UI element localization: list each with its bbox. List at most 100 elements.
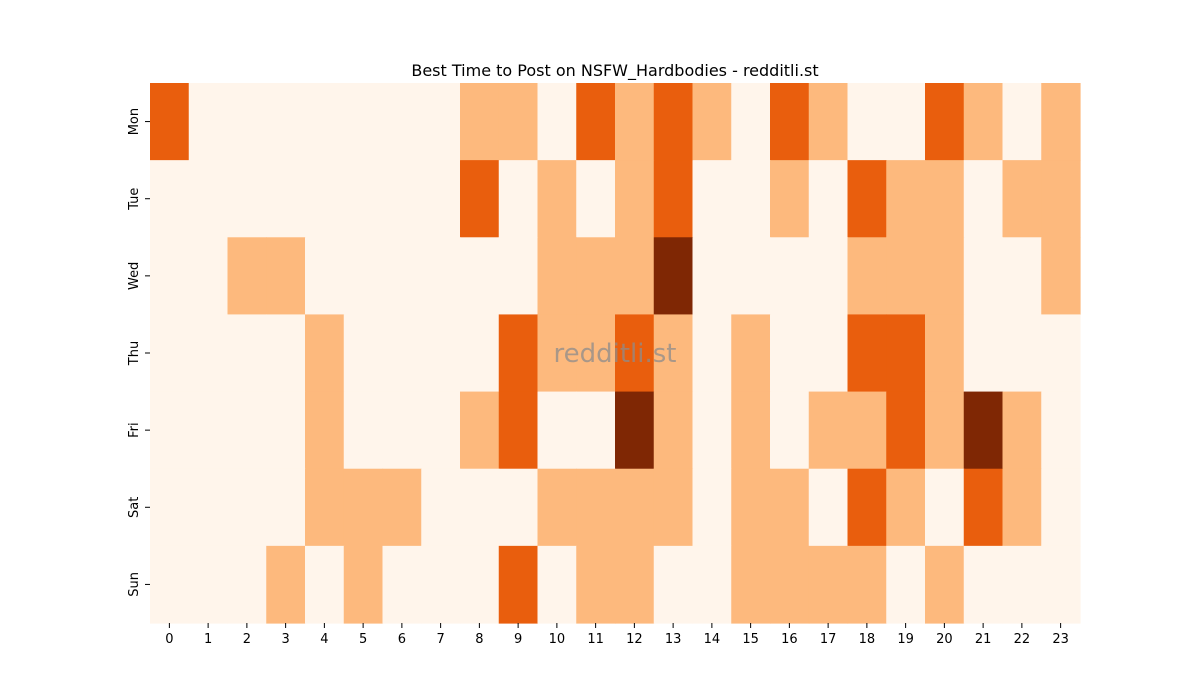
heatmap-cell-tue-17 bbox=[808, 160, 849, 238]
heatmap-cell-tue-19 bbox=[886, 160, 926, 238]
heatmap-cell-fri-8 bbox=[460, 391, 500, 470]
heatmap-cell-tue-0 bbox=[150, 160, 190, 238]
heatmap-cell-mon-12 bbox=[615, 83, 655, 161]
heatmap-cell-mon-8 bbox=[460, 83, 500, 161]
heatmap-cell-wed-7 bbox=[421, 237, 461, 316]
heatmap-cell-fri-4 bbox=[305, 391, 345, 470]
heatmap-cell-mon-5 bbox=[343, 83, 384, 161]
heatmap-cell-fri-22 bbox=[1002, 391, 1042, 470]
heatmap-cell-sun-18 bbox=[847, 545, 887, 624]
heatmap-cell-wed-0 bbox=[150, 237, 190, 316]
heatmap-cell-mon-2 bbox=[227, 83, 267, 161]
x-tick-label: 16 bbox=[781, 632, 798, 647]
y-tick-label: Sat bbox=[127, 497, 142, 518]
heatmap-cell-mon-18 bbox=[847, 83, 887, 161]
heatmap-cell-fri-21 bbox=[963, 391, 1004, 470]
x-tick-label: 5 bbox=[359, 632, 367, 647]
heatmap-cell-sat-5 bbox=[343, 468, 384, 547]
heatmap-cell-wed-14 bbox=[692, 237, 732, 316]
heatmap-cell-fri-19 bbox=[886, 391, 926, 470]
heatmap-cell-thu-19 bbox=[886, 314, 926, 393]
heatmap-cell-sun-14 bbox=[692, 545, 732, 624]
heatmap-cell-mon-6 bbox=[382, 83, 422, 161]
heatmap-cell-tue-7 bbox=[421, 160, 461, 238]
y-tick-label: Thu bbox=[127, 341, 142, 366]
heatmap-cell-tue-18 bbox=[847, 160, 887, 238]
y-tick-label: Mon bbox=[127, 108, 142, 135]
heatmap-cell-wed-4 bbox=[305, 237, 345, 316]
x-tick-label: 9 bbox=[514, 632, 522, 647]
heatmap-cell-fri-1 bbox=[188, 391, 229, 470]
heatmap-cell-sun-21 bbox=[963, 545, 1004, 624]
heatmap-cell-sun-0 bbox=[150, 545, 190, 624]
heatmap-cell-mon-10 bbox=[537, 83, 577, 161]
heatmap-cell-thu-13 bbox=[653, 314, 694, 393]
heatmap-cell-mon-23 bbox=[1041, 83, 1081, 161]
heatmap-cell-thu-4 bbox=[305, 314, 345, 393]
heatmap-cell-thu-14 bbox=[692, 314, 732, 393]
x-tick-label: 21 bbox=[975, 632, 992, 647]
heatmap-cell-tue-5 bbox=[343, 160, 384, 238]
heatmap-cell-wed-9 bbox=[498, 237, 539, 316]
heatmap-cell-sun-20 bbox=[925, 545, 965, 624]
heatmap-cell-sat-8 bbox=[460, 468, 500, 547]
x-axis: 0 1 2 3 4 5 6 7 8 9 10 11 12 13 14 15 16 17 18 19 20 21 22 23 bbox=[165, 623, 1069, 647]
heatmap-cell-sun-3 bbox=[266, 545, 306, 624]
heatmap-cell-thu-22 bbox=[1002, 314, 1042, 393]
heatmap-cell-mon-16 bbox=[770, 83, 810, 161]
heatmap-cell-sat-18 bbox=[847, 468, 887, 547]
heatmap-cell-wed-12 bbox=[615, 237, 655, 316]
heatmap-cell-wed-22 bbox=[1002, 237, 1042, 316]
heatmap-cell-wed-6 bbox=[382, 237, 422, 316]
heatmap-cell-sun-1 bbox=[188, 545, 229, 624]
heatmap-cell-sun-8 bbox=[460, 545, 500, 624]
heatmap-cell-sun-10 bbox=[537, 545, 577, 624]
heatmap-cell-sat-1 bbox=[188, 468, 229, 547]
heatmap-cell-mon-7 bbox=[421, 83, 461, 161]
heatmap-cell-wed-18 bbox=[847, 237, 887, 316]
heatmap-cell-fri-14 bbox=[692, 391, 732, 470]
heatmap-cell-thu-8 bbox=[460, 314, 500, 393]
x-tick-label: 6 bbox=[398, 632, 406, 647]
x-tick-label: 18 bbox=[859, 632, 876, 647]
heatmap-cell-tue-3 bbox=[266, 160, 306, 238]
heatmap-cell-thu-17 bbox=[808, 314, 849, 393]
heatmap-cell-fri-20 bbox=[925, 391, 965, 470]
heatmap-cell-sun-22 bbox=[1002, 545, 1042, 624]
y-tick-label: Fri bbox=[127, 422, 142, 438]
heatmap-cell-sun-6 bbox=[382, 545, 422, 624]
x-tick-label: 7 bbox=[436, 632, 444, 647]
heatmap-cell-fri-11 bbox=[576, 391, 616, 470]
heatmap-cell-wed-19 bbox=[886, 237, 926, 316]
heatmap-cell-wed-8 bbox=[460, 237, 500, 316]
heatmap-cell-thu-15 bbox=[731, 314, 771, 393]
heatmap-cell-sun-12 bbox=[615, 545, 655, 624]
heatmap-cell-wed-3 bbox=[266, 237, 306, 316]
heatmap-cell-sun-23 bbox=[1041, 545, 1081, 624]
heatmap-cell-thu-3 bbox=[266, 314, 306, 393]
heatmap-cell-wed-15 bbox=[731, 237, 771, 316]
heatmap-cell-sat-21 bbox=[963, 468, 1004, 547]
heatmap-cell-sat-15 bbox=[731, 468, 771, 547]
heatmap-cell-fri-15 bbox=[731, 391, 771, 470]
heatmap-cell-sat-0 bbox=[150, 468, 190, 547]
heatmap-cell-tue-23 bbox=[1041, 160, 1081, 238]
heatmap-cell-mon-3 bbox=[266, 83, 306, 161]
heatmap-cell-mon-17 bbox=[808, 83, 849, 161]
heatmap-cell-thu-16 bbox=[770, 314, 810, 393]
heatmap-cell-tue-13 bbox=[653, 160, 694, 238]
x-tick-label: 10 bbox=[549, 632, 566, 647]
heatmap-cell-thu-9 bbox=[498, 314, 539, 393]
heatmap-cell-mon-14 bbox=[692, 83, 732, 161]
heatmap-cell-sat-16 bbox=[770, 468, 810, 547]
heatmap-cell-sun-5 bbox=[343, 545, 384, 624]
heatmap-cell-sat-14 bbox=[692, 468, 732, 547]
heatmap-cell-fri-17 bbox=[808, 391, 849, 470]
heatmap-cell-tue-9 bbox=[498, 160, 539, 238]
heatmap-cell-fri-2 bbox=[227, 391, 267, 470]
heatmap-cell-sun-9 bbox=[498, 545, 539, 624]
heatmap-cell-mon-21 bbox=[963, 83, 1004, 161]
heatmap-cell-sat-10 bbox=[537, 468, 577, 547]
x-tick-label: 20 bbox=[936, 632, 953, 647]
x-tick-label: 2 bbox=[243, 632, 251, 647]
